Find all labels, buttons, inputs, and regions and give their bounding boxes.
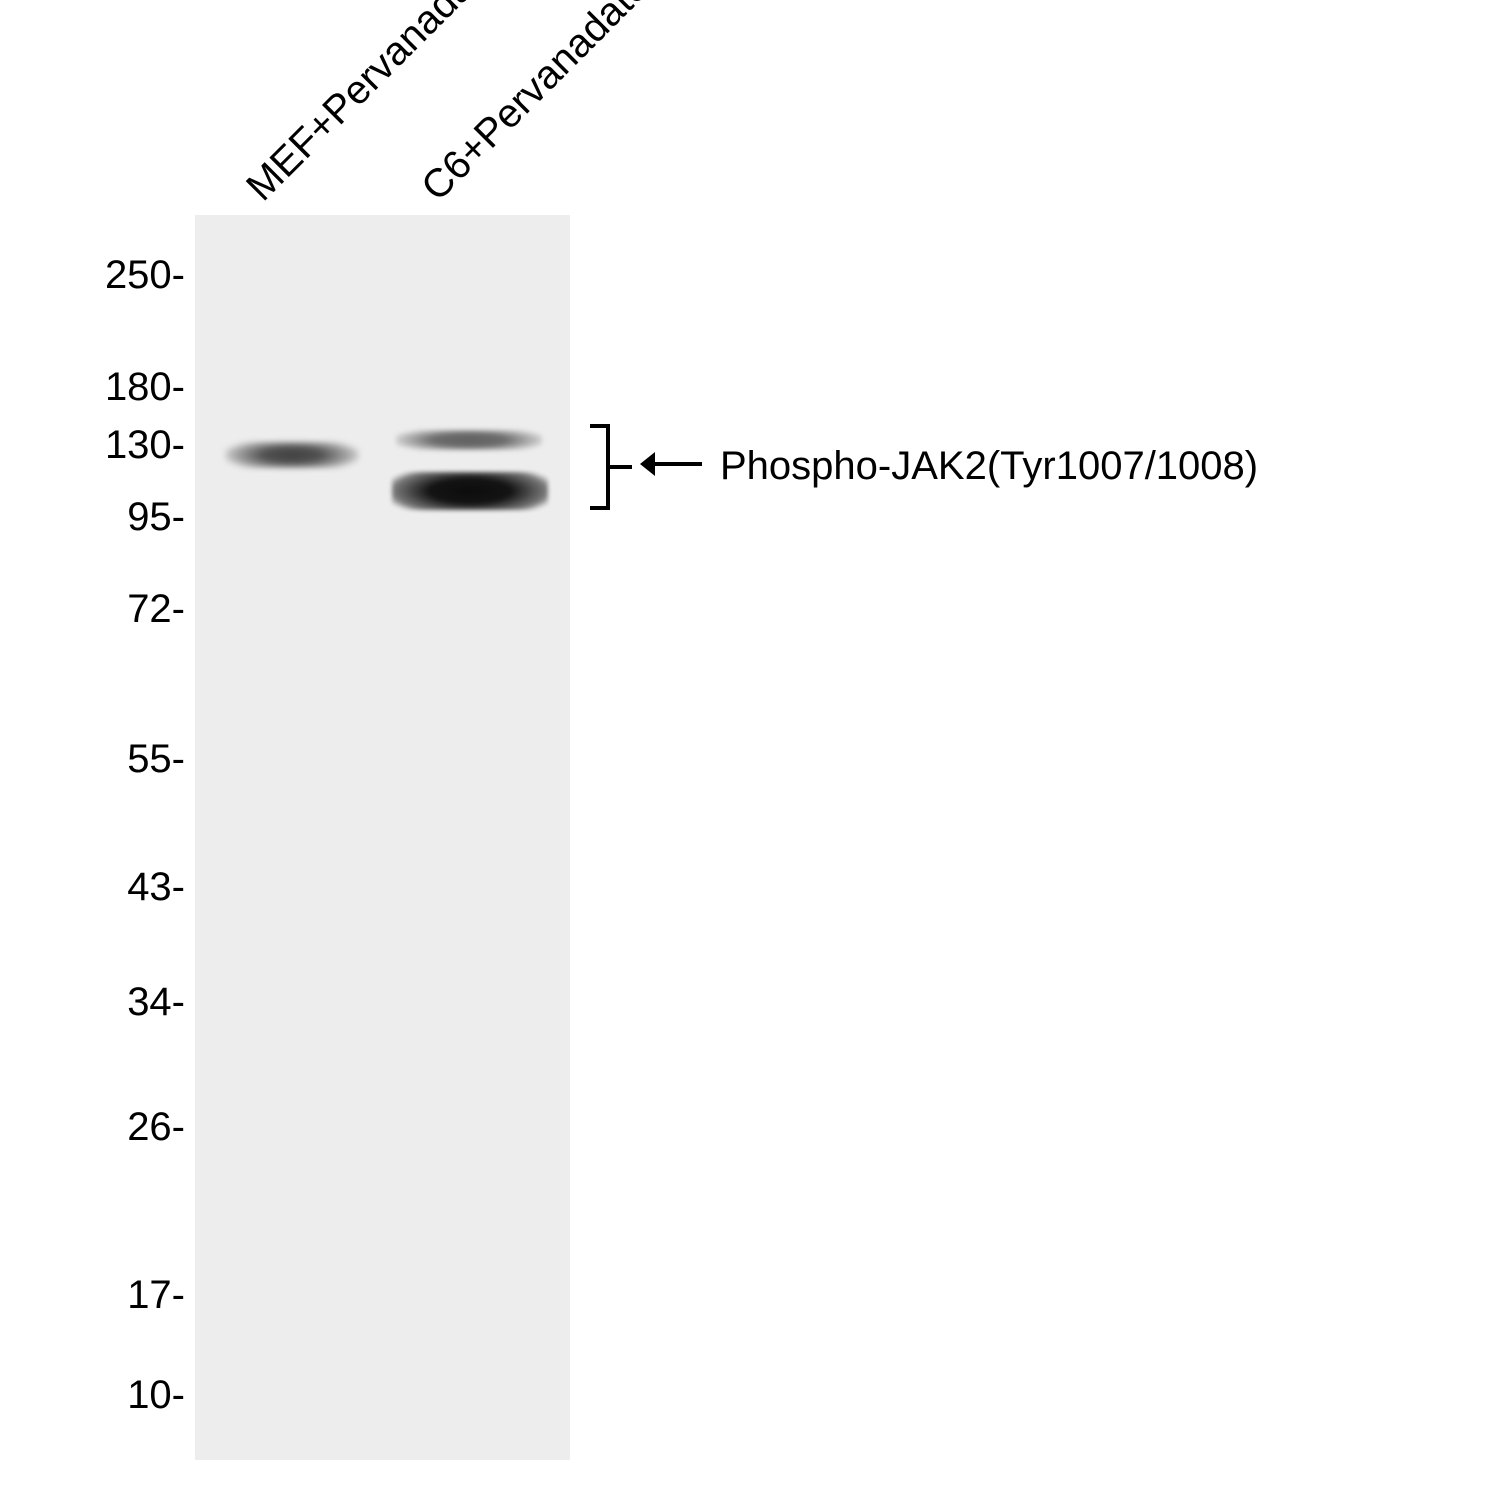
mw-label-43: 43-: [127, 865, 185, 910]
annotation-arrow-line: [652, 462, 702, 466]
band-lane1-0: [225, 442, 359, 468]
mw-label-26: 26-: [127, 1105, 185, 1150]
mw-label-250: 250-: [105, 253, 185, 298]
band-lane2-1: [396, 430, 542, 450]
annotation-label: Phospho-JAK2(Tyr1007/1008): [720, 444, 1258, 489]
mw-label-17: 17-: [127, 1273, 185, 1318]
mw-label-130: 130-: [105, 423, 185, 468]
western-blot-figure: MEF+PervanadateC6+Pervanadate 250-180-13…: [0, 0, 1500, 1500]
mw-label-55: 55-: [127, 737, 185, 782]
bracket-bottom-arm: [590, 506, 610, 510]
mw-label-10: 10-: [127, 1373, 185, 1418]
annotation-arrow-head: [640, 452, 655, 476]
bracket-top-arm: [590, 424, 610, 428]
band-lane2-2: [392, 472, 548, 510]
lane-label-2: C6+Pervanadate: [413, 0, 658, 210]
bracket-mid-extension: [606, 465, 632, 469]
blot-membrane: [195, 215, 570, 1460]
mw-label-95: 95-: [127, 495, 185, 540]
mw-label-72: 72-: [127, 587, 185, 632]
mw-label-34: 34-: [127, 980, 185, 1025]
mw-label-180: 180-: [105, 365, 185, 410]
